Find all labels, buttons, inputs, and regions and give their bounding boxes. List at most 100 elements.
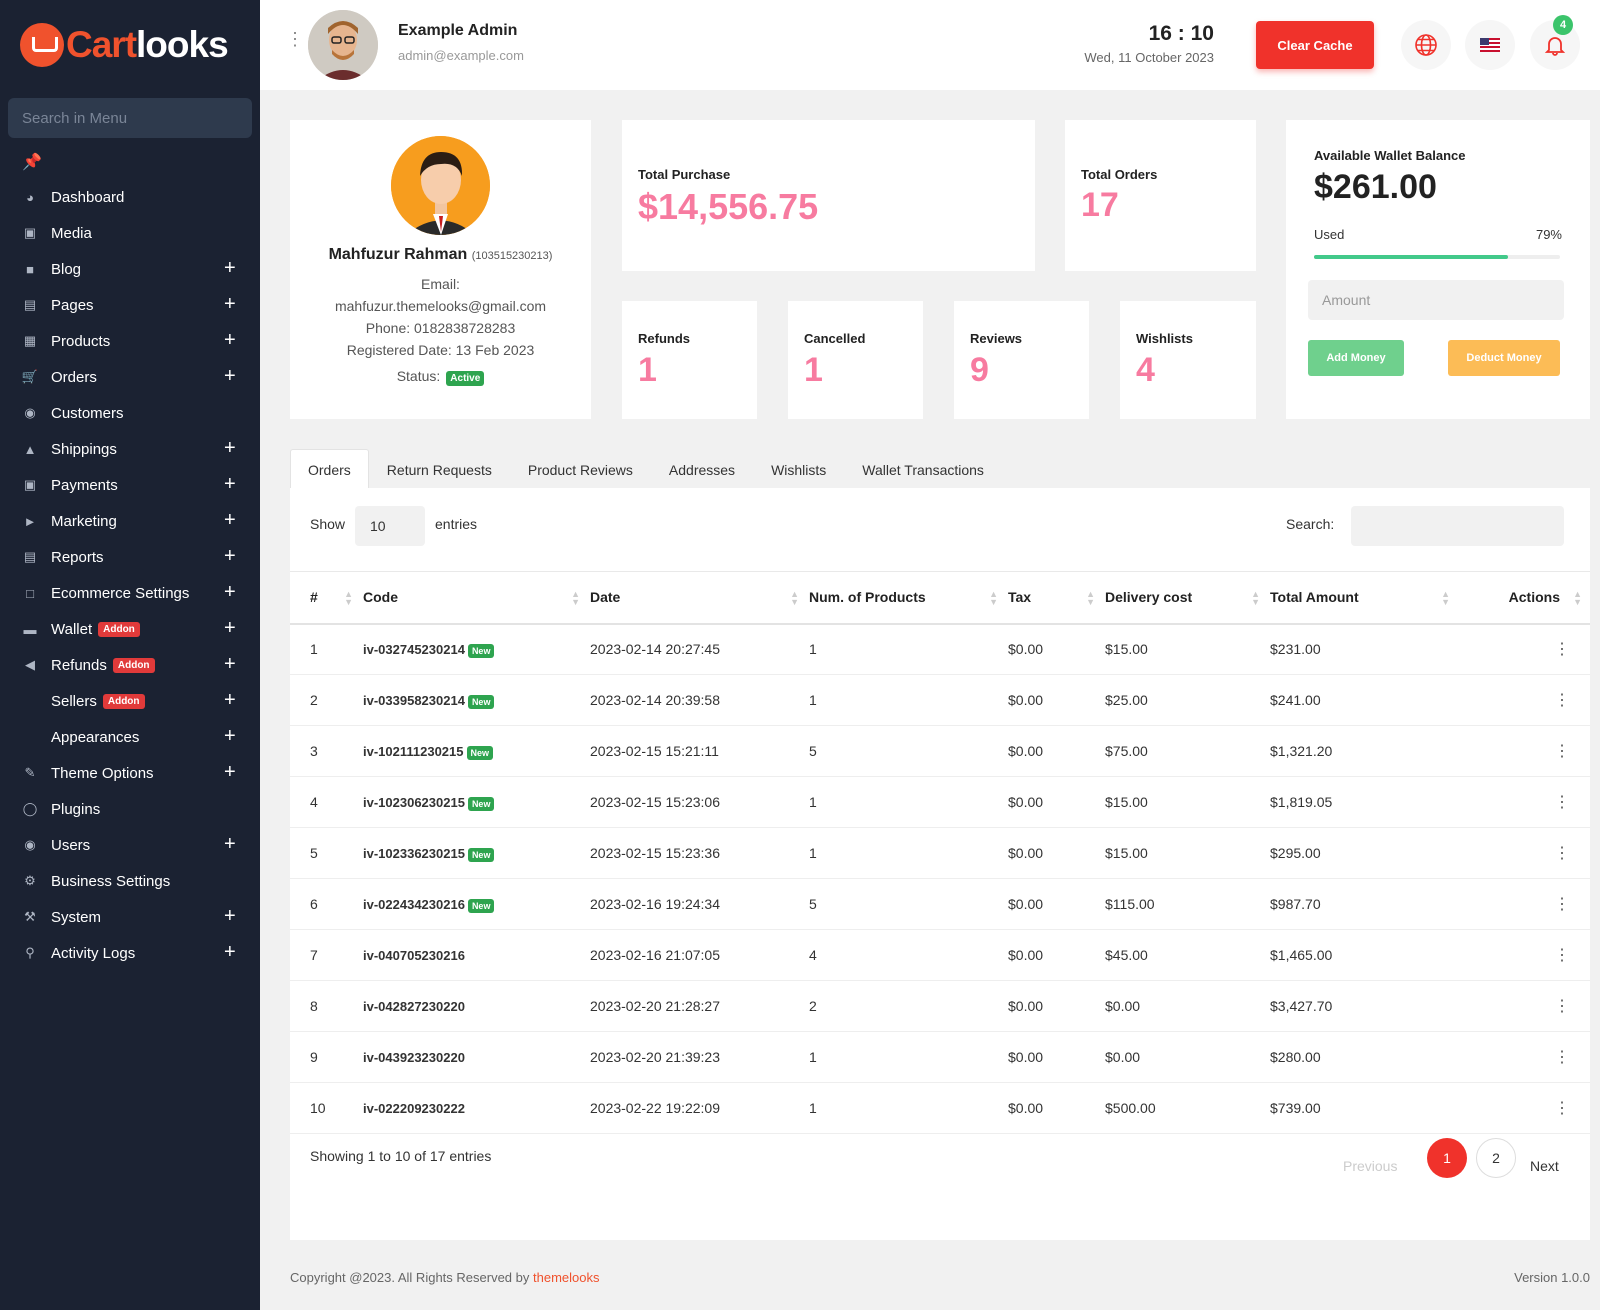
row-actions-icon[interactable]: ⋮ xyxy=(1460,725,1590,777)
pagination-previous[interactable]: Previous xyxy=(1343,1158,1398,1174)
logo[interactable]: Cartlooks xyxy=(20,22,229,68)
sidebar-item-pages[interactable]: ▤ Pages + xyxy=(0,287,260,323)
column-header-actions[interactable]: Actions ▲ ▼ xyxy=(1460,571,1590,625)
sort-icon[interactable]: ▲ ▼ xyxy=(1573,589,1582,607)
row-actions-icon[interactable]: ⋮ xyxy=(1460,878,1590,930)
sidebar-item-activity-logs[interactable]: ⚲ Activity Logs + xyxy=(0,935,260,971)
sidebar-item-theme-options[interactable]: ✎ Theme Options + xyxy=(0,755,260,791)
expand-plus-icon[interactable]: + xyxy=(224,617,236,639)
expand-plus-icon[interactable]: + xyxy=(224,473,236,495)
row-actions-icon[interactable]: ⋮ xyxy=(1460,1031,1590,1083)
expand-plus-icon[interactable]: + xyxy=(224,581,236,603)
cell-code[interactable]: iv-042827230220 xyxy=(363,980,590,1032)
expand-plus-icon[interactable]: + xyxy=(224,545,236,567)
sidebar-item-orders[interactable]: 🛒 Orders + xyxy=(0,359,260,395)
menu-search-input[interactable] xyxy=(8,98,252,138)
sidebar-item-marketing[interactable]: ► Marketing + xyxy=(0,503,260,539)
admin-avatar[interactable] xyxy=(308,10,378,80)
row-actions-icon[interactable]: ⋮ xyxy=(1460,980,1590,1032)
tab-wishlists[interactable]: Wishlists xyxy=(771,461,827,478)
sort-icon[interactable]: ▲ ▼ xyxy=(1251,589,1260,607)
row-actions-icon[interactable]: ⋮ xyxy=(1460,827,1590,879)
expand-plus-icon[interactable]: + xyxy=(224,725,236,747)
column-header-code[interactable]: Code ▲ ▼ xyxy=(363,571,590,625)
row-actions-icon[interactable]: ⋮ xyxy=(1460,776,1590,828)
sidebar-item-business-settings[interactable]: ⚙ Business Settings xyxy=(0,863,260,899)
sidebar-item-users[interactable]: ◉ Users + xyxy=(0,827,260,863)
sort-icon[interactable]: ▲ ▼ xyxy=(989,589,998,607)
expand-plus-icon[interactable]: + xyxy=(224,257,236,279)
sidebar-item-refunds[interactable]: ◀ Refunds Addon + xyxy=(0,647,260,683)
row-actions-icon[interactable]: ⋮ xyxy=(1460,929,1590,981)
column-header-tax[interactable]: Tax ▲ ▼ xyxy=(1008,571,1105,625)
cell-code[interactable]: iv-022434230216 New xyxy=(363,878,590,930)
cell-code[interactable]: iv-102306230215 New xyxy=(363,776,590,828)
sort-icon[interactable]: ▲ ▼ xyxy=(1441,589,1450,607)
cell-code[interactable]: iv-022209230222 xyxy=(363,1082,590,1134)
cell-date: 2023-02-16 21:07:05 xyxy=(590,929,809,981)
entries-per-page-select[interactable]: 10 xyxy=(355,506,425,546)
cell-code[interactable]: iv-043923230220 xyxy=(363,1031,590,1083)
cell-code[interactable]: iv-102111230215 New xyxy=(363,725,590,777)
deduct-money-button[interactable]: Deduct Money xyxy=(1448,340,1560,376)
tab-addresses[interactable]: Addresses xyxy=(668,461,736,478)
row-actions-icon[interactable]: ⋮ xyxy=(1460,623,1590,675)
sidebar-item-media[interactable]: ▣ Media xyxy=(0,215,260,251)
globe-icon[interactable] xyxy=(1401,20,1451,70)
cell-code[interactable]: iv-102336230215 New xyxy=(363,827,590,879)
us-flag-icon[interactable] xyxy=(1465,20,1515,70)
sidebar-item-payments[interactable]: ▣ Payments + xyxy=(0,467,260,503)
tab-return-requests[interactable]: Return Requests xyxy=(386,461,492,478)
sort-icon[interactable]: ▲ ▼ xyxy=(790,589,799,607)
sidebar-item-ecommerce-settings[interactable]: □ Ecommerce Settings + xyxy=(0,575,260,611)
tab-orders[interactable]: Orders xyxy=(290,449,369,489)
column-header-[interactable]: # ▲ ▼ xyxy=(290,571,363,625)
column-header-delivery-cost[interactable]: Delivery cost ▲ ▼ xyxy=(1105,571,1270,625)
table-search-input[interactable] xyxy=(1351,506,1564,546)
expand-plus-icon[interactable]: + xyxy=(224,905,236,927)
amount-input[interactable] xyxy=(1308,280,1564,320)
row-actions-icon[interactable]: ⋮ xyxy=(1460,1082,1590,1134)
sidebar-item-appearances[interactable]: Appearances + xyxy=(0,719,260,755)
sidebar-item-dashboard[interactable]: ◕ Dashboard xyxy=(0,179,260,215)
sort-icon[interactable]: ▲ ▼ xyxy=(1086,589,1095,607)
pagination-next[interactable]: Next xyxy=(1530,1158,1559,1174)
sidebar-item-system[interactable]: ⚒ System + xyxy=(0,899,260,935)
pagination-page-1[interactable]: 1 xyxy=(1427,1138,1467,1178)
expand-plus-icon[interactable]: + xyxy=(224,653,236,675)
sidebar-item-reports[interactable]: ▤ Reports + xyxy=(0,539,260,575)
expand-plus-icon[interactable]: + xyxy=(224,833,236,855)
cell-code[interactable]: iv-040705230216 xyxy=(363,929,590,981)
pin-icon[interactable]: 📌 xyxy=(22,154,42,171)
expand-plus-icon[interactable]: + xyxy=(224,941,236,963)
expand-plus-icon[interactable]: + xyxy=(224,293,236,315)
footer-link[interactable]: themelooks xyxy=(533,1270,600,1285)
sort-icon[interactable]: ▲ ▼ xyxy=(344,589,353,607)
sidebar-item-plugins[interactable]: ◯ Plugins xyxy=(0,791,260,827)
pagination-page-2[interactable]: 2 xyxy=(1476,1138,1516,1178)
sort-icon[interactable]: ▲ ▼ xyxy=(571,589,580,607)
expand-plus-icon[interactable]: + xyxy=(224,689,236,711)
tab-product-reviews[interactable]: Product Reviews xyxy=(527,461,633,478)
expand-plus-icon[interactable]: + xyxy=(224,365,236,387)
expand-plus-icon[interactable]: + xyxy=(224,437,236,459)
expand-plus-icon[interactable]: + xyxy=(224,761,236,783)
sidebar-item-blog[interactable]: ■ Blog + xyxy=(0,251,260,287)
sidebar-item-shippings[interactable]: ▲ Shippings + xyxy=(0,431,260,467)
clear-cache-button[interactable]: Clear Cache xyxy=(1256,21,1374,69)
sidebar-item-wallet[interactable]: ▬ Wallet Addon + xyxy=(0,611,260,647)
sidebar-item-customers[interactable]: ◉ Customers xyxy=(0,395,260,431)
expand-plus-icon[interactable]: + xyxy=(224,329,236,351)
column-header-total-amount[interactable]: Total Amount ▲ ▼ xyxy=(1270,571,1460,625)
cell-code[interactable]: iv-033958230214 New xyxy=(363,674,590,726)
tab-wallet-transactions[interactable]: Wallet Transactions xyxy=(862,461,984,478)
sidebar-item-products[interactable]: ▦ Products + xyxy=(0,323,260,359)
expand-plus-icon[interactable]: + xyxy=(224,509,236,531)
sidebar-toggle-icon[interactable]: ⋮ xyxy=(286,29,304,49)
sidebar-item-sellers[interactable]: Sellers Addon + xyxy=(0,683,260,719)
row-actions-icon[interactable]: ⋮ xyxy=(1460,674,1590,726)
column-header-num-of-products[interactable]: Num. of Products ▲ ▼ xyxy=(809,571,1008,625)
column-header-date[interactable]: Date ▲ ▼ xyxy=(590,571,809,625)
cell-code[interactable]: iv-032745230214 New xyxy=(363,623,590,675)
add-money-button[interactable]: Add Money xyxy=(1308,340,1404,376)
